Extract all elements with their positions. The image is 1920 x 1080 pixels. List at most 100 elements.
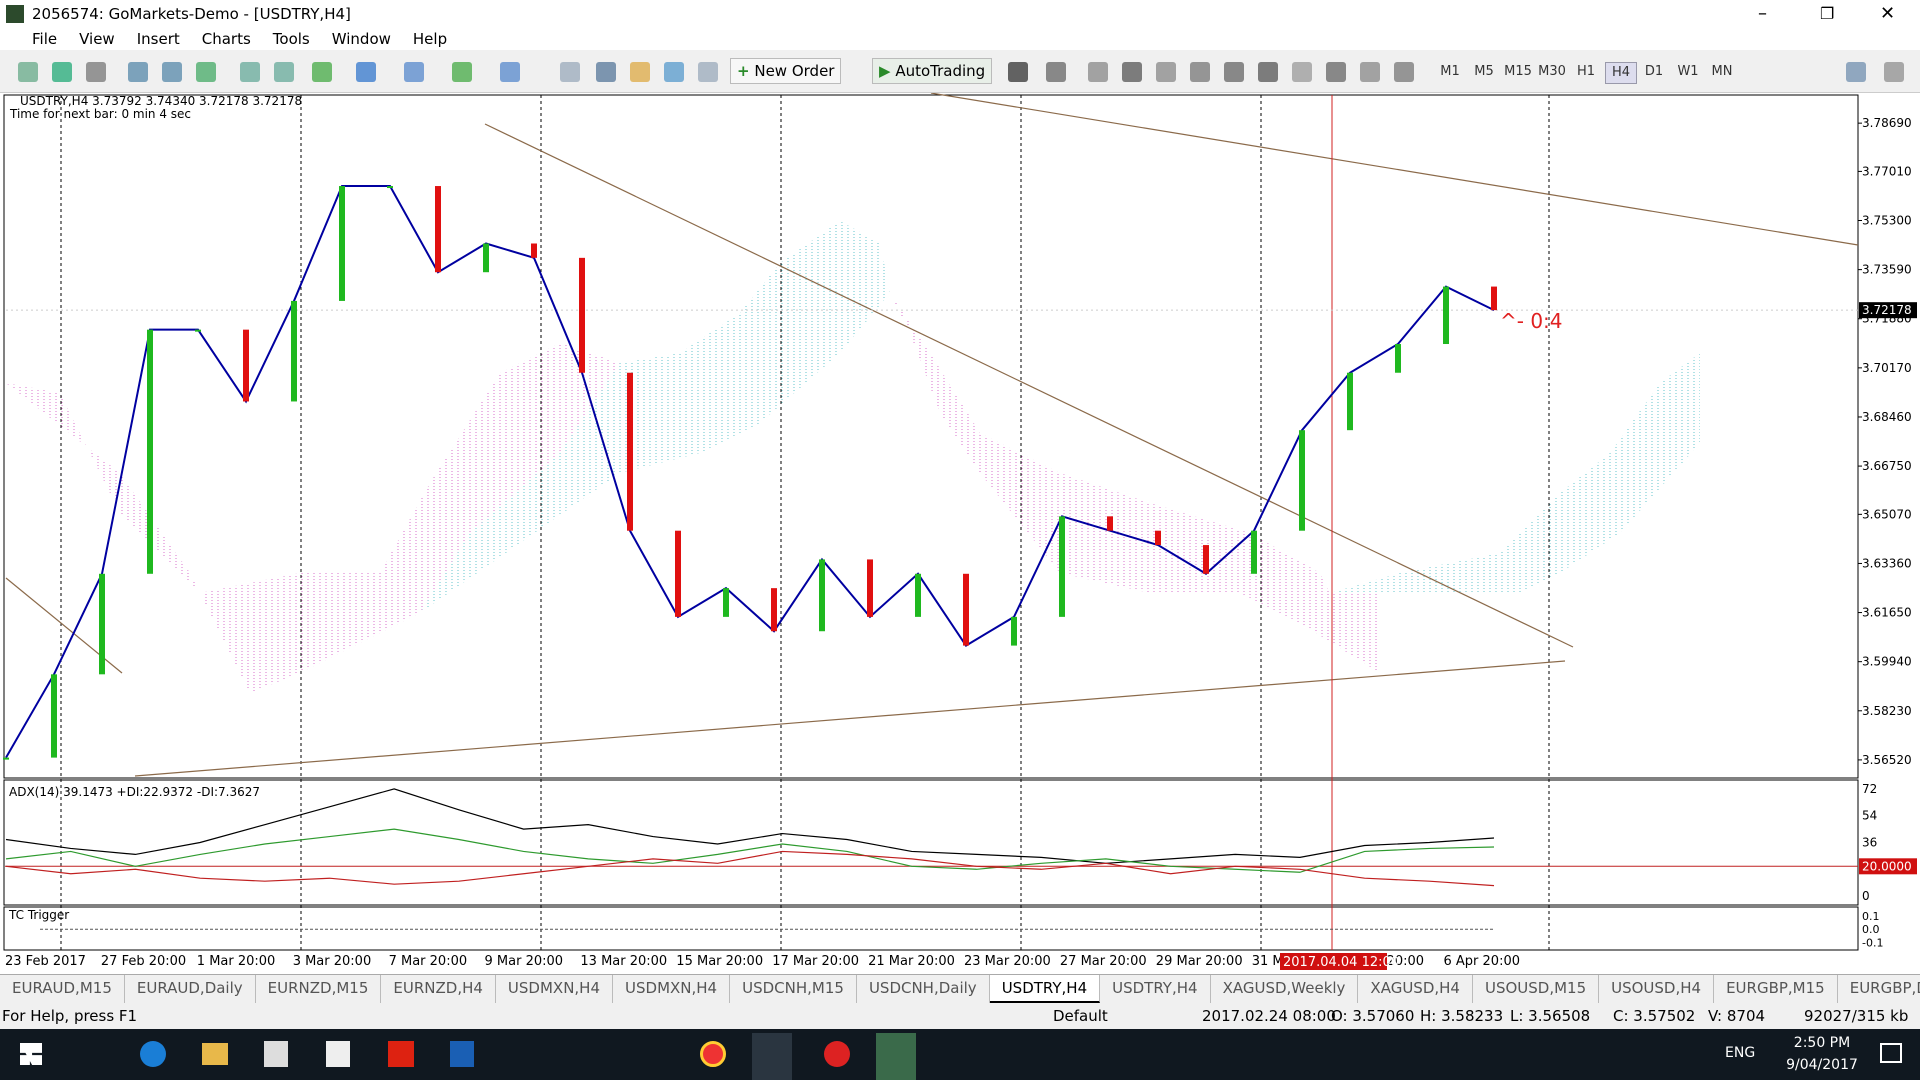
gomarkets-icon[interactable]: [752, 1033, 792, 1080]
candle: [1443, 286, 1449, 345]
candle: [339, 186, 345, 301]
timeframe-button[interactable]: H4: [1605, 62, 1637, 84]
tool-icon[interactable]: [1156, 62, 1176, 82]
k-icon[interactable]: [388, 1041, 414, 1067]
candle: [99, 573, 105, 675]
timeframe-button[interactable]: H1: [1576, 64, 1596, 79]
chart-tab[interactable]: USDCNH,Daily: [857, 975, 990, 1003]
tool-icon[interactable]: [356, 62, 376, 82]
language[interactable]: ENG: [1725, 1045, 1756, 1061]
timeframe-button[interactable]: W1: [1677, 64, 1699, 79]
tool-icon[interactable]: [452, 62, 472, 82]
app-icon-red[interactable]: [824, 1041, 850, 1067]
tool-icon[interactable]: [698, 62, 718, 82]
chart-tab[interactable]: USDMXN,H4: [496, 975, 614, 1003]
autotrading-button[interactable]: ▶ AutoTrading: [872, 58, 993, 84]
app-icon: [6, 5, 24, 23]
close-button[interactable]: ✕: [1880, 3, 1896, 24]
search-icon[interactable]: [1846, 62, 1866, 82]
tool-icon[interactable]: [1046, 62, 1066, 82]
restore-button[interactable]: ❐: [1820, 4, 1835, 23]
menu-item[interactable]: File: [32, 30, 58, 48]
chart-tab[interactable]: EURGBP,Daily: [1838, 975, 1920, 1003]
chart-tab[interactable]: EURNZD,M15: [256, 975, 382, 1003]
tool-icon[interactable]: [1326, 62, 1346, 82]
chat-icon[interactable]: [1884, 62, 1904, 82]
current-price-box: [1859, 302, 1917, 319]
calculator-icon[interactable]: [326, 1041, 350, 1067]
chart-tab[interactable]: EURAUD,M15: [0, 975, 125, 1003]
adx-line: [5, 828, 1495, 873]
tool-icon[interactable]: [1122, 62, 1142, 82]
start-button[interactable]: [20, 1043, 42, 1065]
timeframe-button[interactable]: MN: [1711, 64, 1733, 79]
chart-tab[interactable]: USDTRY,H4: [1100, 975, 1211, 1003]
tool-icon[interactable]: [500, 62, 520, 82]
chart-tab[interactable]: XAGUSD,H4: [1358, 975, 1473, 1003]
shield-icon[interactable]: [450, 1041, 474, 1067]
tool-icon[interactable]: [240, 62, 260, 82]
timeframe-button[interactable]: D1: [1644, 64, 1664, 79]
tool-icon[interactable]: [312, 62, 332, 82]
clock-time[interactable]: 2:50 PM: [1793, 1035, 1851, 1051]
tool-icon[interactable]: [596, 62, 616, 82]
menu-item[interactable]: Tools: [272, 30, 310, 48]
edge-icon[interactable]: [140, 1041, 166, 1067]
chart-tab[interactable]: USOUSD,M15: [1473, 975, 1600, 1003]
tool-icon[interactable]: [1394, 62, 1414, 82]
tool-icon[interactable]: [1190, 62, 1210, 82]
mt4-icon[interactable]: [876, 1033, 916, 1080]
candle: [1299, 430, 1305, 531]
tool-icon[interactable]: [630, 62, 650, 82]
menu-item[interactable]: Window: [331, 30, 391, 48]
tool-icon[interactable]: [196, 62, 216, 82]
adx-tick-label: 36: [1862, 836, 1877, 850]
candle: [1107, 516, 1113, 531]
chart-tab[interactable]: USDMXN,H4: [613, 975, 731, 1003]
tool-icon[interactable]: [52, 62, 72, 82]
tool-icon[interactable]: [1360, 62, 1380, 82]
menu-item[interactable]: Help: [412, 30, 448, 48]
candle: [1251, 530, 1257, 574]
timeframe-button[interactable]: M1: [1440, 64, 1460, 79]
candle: [963, 573, 969, 646]
chart-tab[interactable]: EURAUD,Daily: [125, 975, 256, 1003]
tool-icon[interactable]: [274, 62, 294, 82]
timeframe-button[interactable]: M15: [1504, 64, 1532, 79]
tool-icon[interactable]: [86, 62, 106, 82]
chart-tab[interactable]: EURNZD,H4: [381, 975, 496, 1003]
candle: [627, 372, 633, 531]
minimize-button[interactable]: –: [1758, 3, 1767, 24]
timeframe-button[interactable]: M5: [1474, 64, 1494, 79]
notifications[interactable]: [1880, 1043, 1902, 1063]
chart-tab[interactable]: USDCNH,M15: [730, 975, 857, 1003]
chart-tab[interactable]: XAGUSD,Weekly: [1211, 975, 1359, 1003]
toolbar: + New Order ▶ AutoTrading M1 M5 M15 M30 H1 H4…: [0, 50, 1920, 93]
chart-tab[interactable]: USOUSD,H4: [1599, 975, 1715, 1003]
tool-icon[interactable]: [560, 62, 580, 82]
timeframe-button[interactable]: M30: [1538, 64, 1566, 79]
tool-icon[interactable]: [128, 62, 148, 82]
explorer-icon[interactable]: [202, 1043, 228, 1065]
tool-icon[interactable]: [1258, 62, 1278, 82]
chart-tab[interactable]: EURGBP,M15: [1714, 975, 1838, 1003]
menu-item[interactable]: Charts: [201, 30, 251, 48]
store-icon[interactable]: [264, 1041, 288, 1067]
menu-item[interactable]: View: [79, 30, 115, 48]
new-order-button[interactable]: + New Order: [730, 58, 842, 84]
tool-icon[interactable]: [18, 62, 38, 82]
tool-icon[interactable]: [664, 62, 684, 82]
tool-icon[interactable]: [404, 62, 424, 82]
status-open: O: 3.57060: [1331, 1007, 1415, 1025]
tool-icon[interactable]: [1008, 62, 1028, 82]
tool-icon[interactable]: [1292, 62, 1312, 82]
tool-icon[interactable]: [1224, 62, 1244, 82]
menu-item[interactable]: Insert: [136, 30, 180, 48]
candle: [483, 243, 489, 273]
tool-icon[interactable]: [162, 62, 182, 82]
chart-tab[interactable]: USDTRY,H4: [989, 975, 1101, 1003]
chrome-icon[interactable]: [700, 1041, 726, 1067]
tc-label: TC Trigger: [8, 908, 69, 922]
tool-icon[interactable]: [1088, 62, 1108, 82]
clock-date[interactable]: 9/04/2017: [1786, 1057, 1858, 1073]
